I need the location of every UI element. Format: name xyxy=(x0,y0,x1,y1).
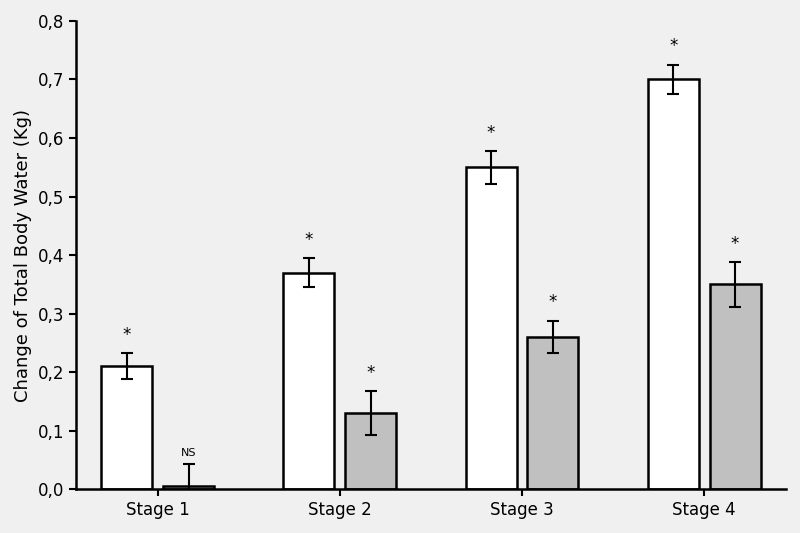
Text: *: * xyxy=(366,364,375,382)
Text: *: * xyxy=(669,37,678,55)
Text: *: * xyxy=(731,235,739,253)
Text: *: * xyxy=(549,293,557,311)
Text: *: * xyxy=(305,231,313,249)
Text: *: * xyxy=(122,326,131,344)
Bar xyxy=(163,487,214,489)
Bar xyxy=(466,167,517,489)
Bar xyxy=(710,285,761,489)
Bar xyxy=(527,337,578,489)
Text: NS: NS xyxy=(181,448,197,458)
Y-axis label: Change of Total Body Water (Kg): Change of Total Body Water (Kg) xyxy=(14,109,32,401)
Bar xyxy=(102,366,152,489)
Bar xyxy=(346,413,396,489)
Text: *: * xyxy=(487,124,495,141)
Bar xyxy=(648,79,698,489)
Bar xyxy=(283,273,334,489)
